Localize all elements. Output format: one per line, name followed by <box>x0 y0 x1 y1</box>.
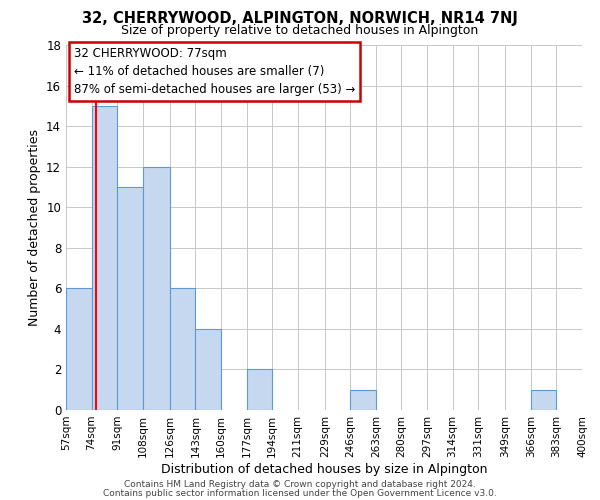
Bar <box>143 166 170 410</box>
Bar <box>117 187 143 410</box>
Bar <box>170 288 196 410</box>
Text: 32, CHERRYWOOD, ALPINGTON, NORWICH, NR14 7NJ: 32, CHERRYWOOD, ALPINGTON, NORWICH, NR14… <box>82 11 518 26</box>
X-axis label: Distribution of detached houses by size in Alpington: Distribution of detached houses by size … <box>161 462 487 475</box>
Text: Size of property relative to detached houses in Alpington: Size of property relative to detached ho… <box>121 24 479 37</box>
Bar <box>350 390 376 410</box>
Text: 32 CHERRYWOOD: 77sqm
← 11% of detached houses are smaller (7)
87% of semi-detach: 32 CHERRYWOOD: 77sqm ← 11% of detached h… <box>74 47 355 96</box>
Y-axis label: Number of detached properties: Number of detached properties <box>28 129 41 326</box>
Text: Contains public sector information licensed under the Open Government Licence v3: Contains public sector information licen… <box>103 488 497 498</box>
Text: Contains HM Land Registry data © Crown copyright and database right 2024.: Contains HM Land Registry data © Crown c… <box>124 480 476 489</box>
Bar <box>247 370 272 410</box>
Bar <box>531 390 556 410</box>
Bar <box>92 106 117 410</box>
Bar <box>66 288 92 410</box>
Bar <box>196 329 221 410</box>
